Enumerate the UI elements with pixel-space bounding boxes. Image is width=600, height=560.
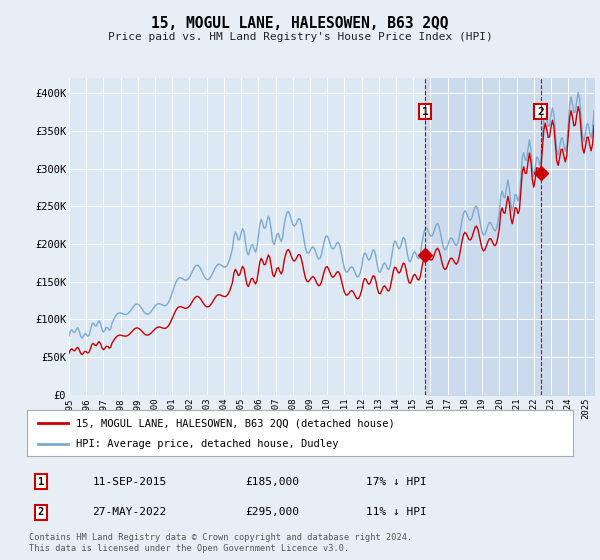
Text: 15, MOGUL LANE, HALESOWEN, B63 2QQ: 15, MOGUL LANE, HALESOWEN, B63 2QQ (151, 16, 449, 31)
Text: 1: 1 (38, 477, 44, 487)
Text: 11-SEP-2015: 11-SEP-2015 (92, 477, 167, 487)
Text: £185,000: £185,000 (245, 477, 299, 487)
Text: 11% ↓ HPI: 11% ↓ HPI (365, 507, 426, 517)
Text: Contains HM Land Registry data © Crown copyright and database right 2024.
This d: Contains HM Land Registry data © Crown c… (29, 533, 412, 553)
Text: 2: 2 (537, 106, 544, 116)
Text: 15, MOGUL LANE, HALESOWEN, B63 2QQ (detached house): 15, MOGUL LANE, HALESOWEN, B63 2QQ (deta… (76, 418, 395, 428)
Text: 1: 1 (422, 106, 428, 116)
Text: HPI: Average price, detached house, Dudley: HPI: Average price, detached house, Dudl… (76, 438, 338, 449)
Text: £295,000: £295,000 (245, 507, 299, 517)
Text: 27-MAY-2022: 27-MAY-2022 (92, 507, 167, 517)
Text: 17% ↓ HPI: 17% ↓ HPI (365, 477, 426, 487)
Text: 2: 2 (38, 507, 44, 517)
Text: Price paid vs. HM Land Registry's House Price Index (HPI): Price paid vs. HM Land Registry's House … (107, 32, 493, 43)
